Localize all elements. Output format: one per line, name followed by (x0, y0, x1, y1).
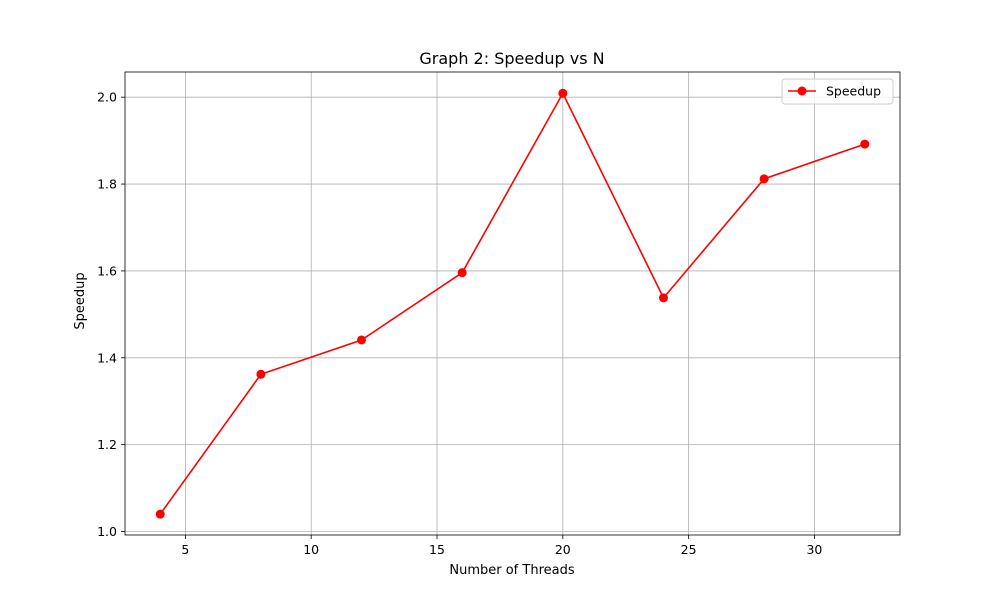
x-tick-label-5: 30 (806, 542, 822, 557)
chart-title: Graph 2: Speedup vs N (419, 49, 604, 68)
data-point-5 (658, 293, 668, 303)
data-point-1 (256, 369, 266, 379)
x-tick-label-3: 20 (555, 542, 571, 557)
legend-box (781, 78, 894, 105)
data-point-4 (558, 88, 568, 98)
y-tick-label-5: 2.0 (97, 90, 117, 105)
x-tick-label-4: 25 (681, 542, 697, 557)
legend: Speedup (781, 78, 894, 105)
data-point-6 (759, 174, 769, 184)
data-point-2 (357, 335, 367, 345)
x-tick-label-1: 10 (303, 542, 319, 557)
y-axis-label: Speedup (73, 272, 88, 329)
axes: 5 10 15 20 25 30 1.0 1.2 1.4 1.6 1.8 2.0 (97, 71, 901, 557)
data-point-3 (457, 268, 467, 278)
plot-frame (124, 71, 901, 536)
x-axis-label: Number of Threads (449, 563, 574, 578)
y-tick-label-1: 1.2 (97, 437, 117, 452)
series-line-0 (159, 91, 866, 515)
y-tick-label-4: 1.8 (97, 177, 117, 192)
data-point-0 (155, 509, 165, 519)
y-tick-label-2: 1.4 (97, 350, 117, 365)
legend-marker (797, 86, 807, 96)
legend-label-speedup: Speedup (826, 84, 881, 99)
series-layer (155, 88, 870, 519)
y-tick-label-0: 1.0 (97, 524, 117, 539)
data-point-7 (860, 139, 870, 149)
x-tick-label-0: 5 (181, 542, 189, 557)
y-tick-label-3: 1.6 (97, 263, 117, 278)
x-tick-label-2: 15 (429, 542, 445, 557)
